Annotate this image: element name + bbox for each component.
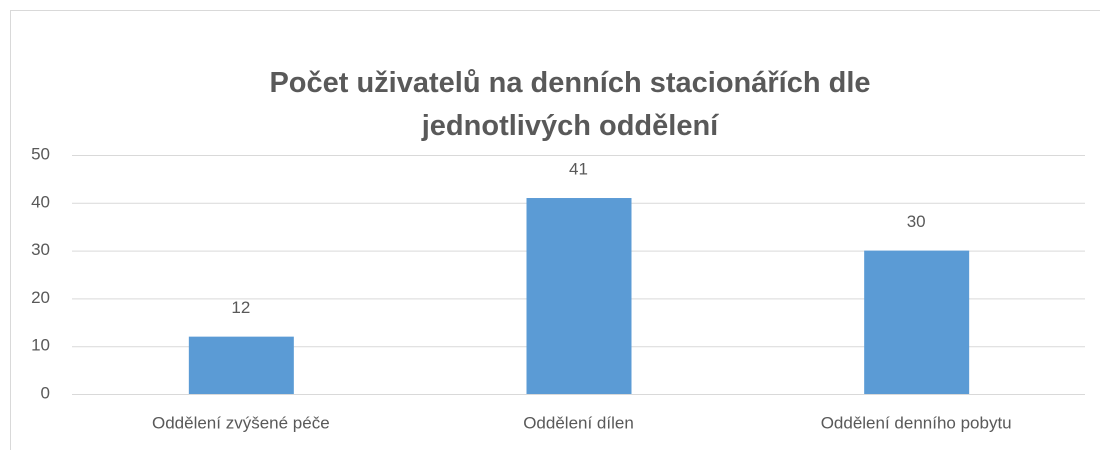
y-tick-label: 10	[31, 336, 50, 355]
data-label: 12	[231, 298, 250, 317]
y-tick-label: 50	[31, 144, 50, 163]
x-tick-label: Oddělení zvýšené péče	[152, 413, 330, 432]
y-tick-label: 40	[31, 192, 50, 211]
x-tick-label: Oddělení dílen	[523, 413, 634, 432]
y-tick-label: 0	[41, 383, 50, 402]
y-tick-label: 30	[31, 240, 50, 259]
bar	[864, 250, 970, 394]
bar	[188, 336, 294, 394]
data-label: 41	[569, 160, 588, 179]
chart-title: Počet uživatelů na denních stacionářích …	[269, 67, 871, 142]
data-label: 30	[907, 212, 926, 231]
y-tick-label: 20	[31, 288, 50, 307]
chart-border	[10, 10, 1100, 450]
bar	[526, 198, 632, 394]
x-tick-label: Oddělení denního pobytu	[821, 413, 1012, 432]
